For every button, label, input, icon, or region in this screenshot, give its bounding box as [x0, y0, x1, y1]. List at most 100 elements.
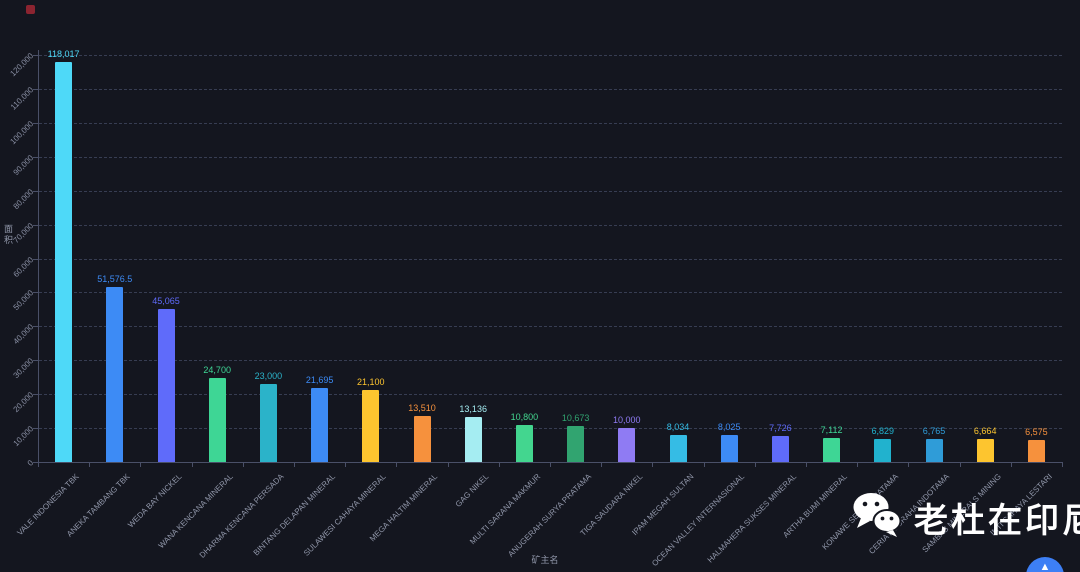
bar-value-label: 10,673 [561, 412, 590, 423]
bar-value-label: 10,800 [510, 412, 539, 423]
x-axis-tick [703, 462, 705, 467]
x-category-label: DHARMA KENCANA PERSADA [197, 472, 286, 560]
y-tick-label: 0 [25, 458, 36, 468]
x-category-label: WEDA BAY NICKEL [125, 472, 184, 530]
y-axis-tick [33, 394, 38, 396]
gridline [39, 55, 1062, 56]
bar-1[interactable] [55, 61, 73, 462]
bar-12[interactable] [618, 428, 636, 462]
x-axis-tick [959, 462, 961, 467]
gridline [39, 122, 1062, 124]
bar-value-label: 10,000 [613, 415, 641, 426]
x-category-label: GAG NIKEL [453, 472, 491, 509]
x-axis-tick [242, 462, 244, 467]
fab-icon: ▲ [1039, 561, 1051, 572]
watermark-text: 老杜在印尼 [914, 502, 1080, 540]
bar-14[interactable] [720, 434, 738, 462]
bar-value-label: 7,726 [769, 422, 792, 433]
x-axis-tick [396, 462, 398, 467]
y-tick-label: 10,000 [11, 424, 36, 449]
gridline [39, 190, 1062, 192]
y-axis-tick [33, 292, 38, 294]
gridline [39, 394, 1062, 396]
y-axis-tick [33, 258, 38, 260]
y-axis-tick [33, 224, 38, 226]
bar-3[interactable] [157, 309, 175, 462]
gridline [39, 292, 1062, 294]
y-tick-label: 90,000 [11, 153, 36, 177]
x-axis-tick [754, 462, 756, 467]
x-axis-tick [1062, 462, 1063, 467]
x-axis-tick [857, 462, 859, 467]
y-axis-tick [33, 326, 38, 328]
bar-2[interactable] [106, 287, 124, 462]
bar-6[interactable] [311, 388, 329, 462]
x-category-label: OCEAN VALLEY INTERNASIONAL [650, 472, 747, 569]
bar-20[interactable] [1027, 439, 1045, 462]
bar-value-label: 51,576.5 [97, 274, 133, 285]
x-axis-tick [447, 462, 449, 467]
bar-4[interactable] [208, 378, 226, 462]
x-category-label: SULAWESI CAHAYA MINERAL [302, 472, 389, 558]
wechat-icon [852, 492, 902, 543]
bar-11[interactable] [567, 425, 585, 462]
y-tick-label: 100,000 [8, 119, 36, 146]
bar-value-label: 8,025 [717, 421, 741, 432]
bar-18[interactable] [925, 439, 943, 462]
y-tick-label: 20,000 [11, 390, 36, 415]
x-category-label: HALMAHERA SUKSES MINERAL [705, 472, 798, 565]
x-axis-tick [550, 462, 551, 467]
y-axis-tick [33, 88, 38, 90]
bar-16[interactable] [823, 437, 841, 462]
bar-5[interactable] [259, 383, 277, 462]
floating-action-button[interactable]: ▲ [1026, 557, 1064, 572]
y-axis-tick [33, 190, 38, 192]
y-tick-label: 60,000 [11, 254, 36, 279]
watermark: 老杜在印尼 [852, 492, 1080, 543]
x-axis-tick [38, 462, 39, 467]
x-axis-tick [806, 462, 807, 467]
gridline [39, 156, 1062, 158]
x-axis-tick [294, 462, 295, 467]
x-axis-tick [908, 462, 910, 467]
bar-value-label: 13,136 [459, 404, 487, 415]
y-axis-tick [33, 428, 38, 430]
y-tick-label: 40,000 [11, 322, 36, 347]
y-axis-line [38, 50, 39, 462]
x-axis-tick [601, 462, 603, 467]
x-axis-tick [191, 462, 193, 467]
y-tick-label: 50,000 [11, 288, 36, 313]
bar-13[interactable] [669, 434, 687, 462]
bar-value-label: 21,100 [357, 377, 385, 388]
bar-8[interactable] [413, 416, 431, 462]
y-axis-tick [33, 156, 38, 158]
gridline [39, 360, 1062, 362]
bar-value-label: 24,700 [203, 365, 231, 376]
bar-value-label: 6,829 [871, 425, 895, 436]
x-axis-tick [140, 462, 142, 467]
bar-value-label: 6,765 [922, 426, 946, 437]
bar-10[interactable] [515, 425, 533, 462]
bar-value-label: 118,017 [47, 48, 80, 59]
y-axis-tick [33, 55, 38, 56]
bar-value-label: 6,664 [973, 426, 997, 437]
gridline [39, 258, 1062, 260]
y-tick-label: 30,000 [11, 356, 36, 381]
x-axis-tick [345, 462, 347, 467]
bar-9[interactable] [464, 417, 482, 462]
x-axis-tick [89, 462, 91, 467]
bar-value-label: 21,695 [305, 375, 334, 386]
bar-17[interactable] [874, 438, 892, 462]
bar-19[interactable] [976, 439, 994, 462]
gridline [39, 326, 1062, 328]
x-axis-tick [498, 462, 500, 467]
bar-value-label: 13,510 [408, 403, 436, 414]
bar-value-label: 45,065 [152, 296, 180, 307]
bar-15[interactable] [771, 435, 789, 462]
bar-value-label: 8,034 [666, 421, 690, 432]
bar-7[interactable] [362, 390, 380, 462]
y-tick-label: 80,000 [11, 186, 36, 211]
y-axis-tick [33, 122, 38, 124]
x-axis-tick [1010, 462, 1012, 467]
